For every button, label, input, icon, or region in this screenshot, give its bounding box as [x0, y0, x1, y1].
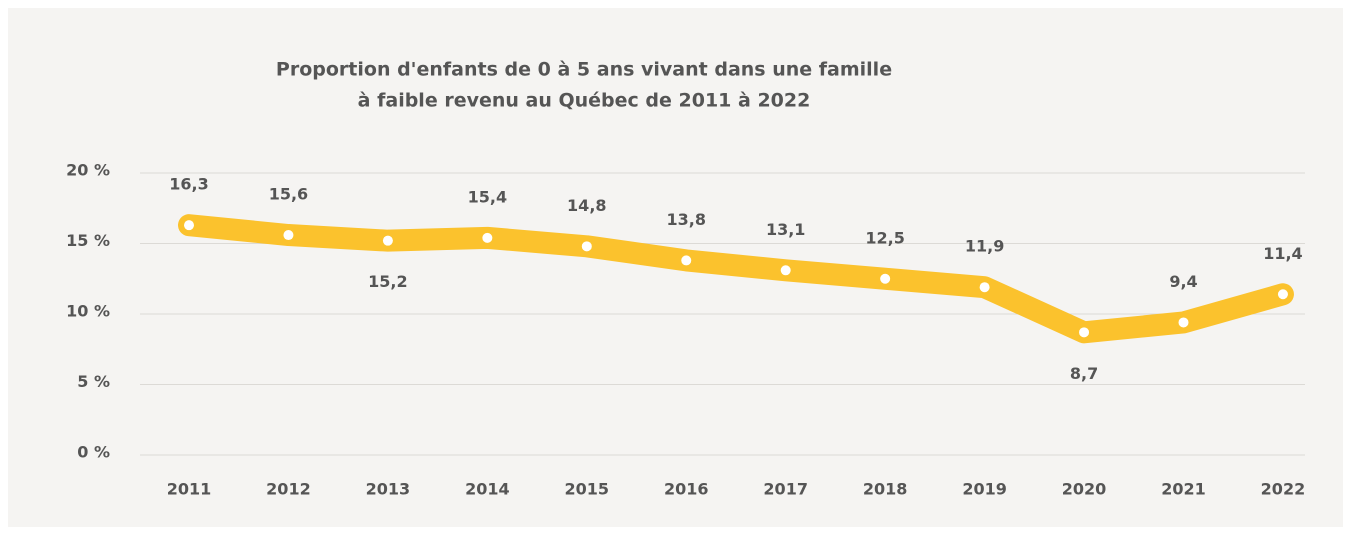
- point: [880, 273, 891, 284]
- data-label: 13,1: [766, 220, 805, 239]
- x-tick-label: 2014: [465, 480, 510, 499]
- data-label: 13,8: [667, 210, 706, 229]
- point: [283, 230, 294, 241]
- y-tick-label: 5 %: [77, 372, 110, 391]
- point: [382, 235, 393, 246]
- data-label: 11,4: [1263, 244, 1302, 263]
- x-tick-label: 2012: [266, 480, 311, 499]
- point: [581, 241, 592, 252]
- data-label: 15,4: [468, 187, 507, 206]
- point: [979, 282, 990, 293]
- data-label: 14,8: [567, 196, 606, 215]
- x-tick-label: 2020: [1062, 480, 1107, 499]
- data-label: 11,9: [965, 237, 1004, 256]
- line: [178, 214, 1294, 344]
- y-tick-label: 0 %: [77, 443, 110, 462]
- x-tick-label: 2019: [962, 480, 1007, 499]
- point: [1079, 327, 1090, 338]
- point: [1178, 317, 1189, 328]
- y-tick-label: 10 %: [66, 302, 110, 321]
- x-tick-label: 2017: [763, 480, 808, 499]
- chart-title: à faible revenu au Québec de 2011 à 2022: [358, 90, 811, 112]
- point: [681, 255, 692, 266]
- x-tick-label: 2011: [167, 480, 212, 499]
- y-tick-label: 15 %: [66, 231, 110, 250]
- data-label: 15,6: [269, 185, 308, 204]
- data-label: 9,4: [1169, 272, 1197, 291]
- point: [482, 232, 493, 243]
- x-tick-label: 2018: [863, 480, 908, 499]
- x-tick-label: 2013: [366, 480, 411, 499]
- x-tick-label: 2015: [565, 480, 610, 499]
- data-label: 12,5: [865, 228, 904, 247]
- x-tick-label: 2016: [664, 480, 709, 499]
- point: [1277, 289, 1288, 300]
- data-label: 16,3: [169, 175, 208, 194]
- point: [780, 265, 791, 276]
- x-tick-label: 2021: [1161, 480, 1206, 499]
- x-tick-label: 2022: [1261, 480, 1306, 499]
- point: [184, 220, 194, 231]
- chart-title: Proportion d'enfants de 0 à 5 ans vivant…: [276, 59, 892, 81]
- data-label: 15,2: [368, 272, 407, 291]
- data-label: 8,7: [1070, 364, 1098, 383]
- y-tick-label: 20 %: [66, 161, 110, 180]
